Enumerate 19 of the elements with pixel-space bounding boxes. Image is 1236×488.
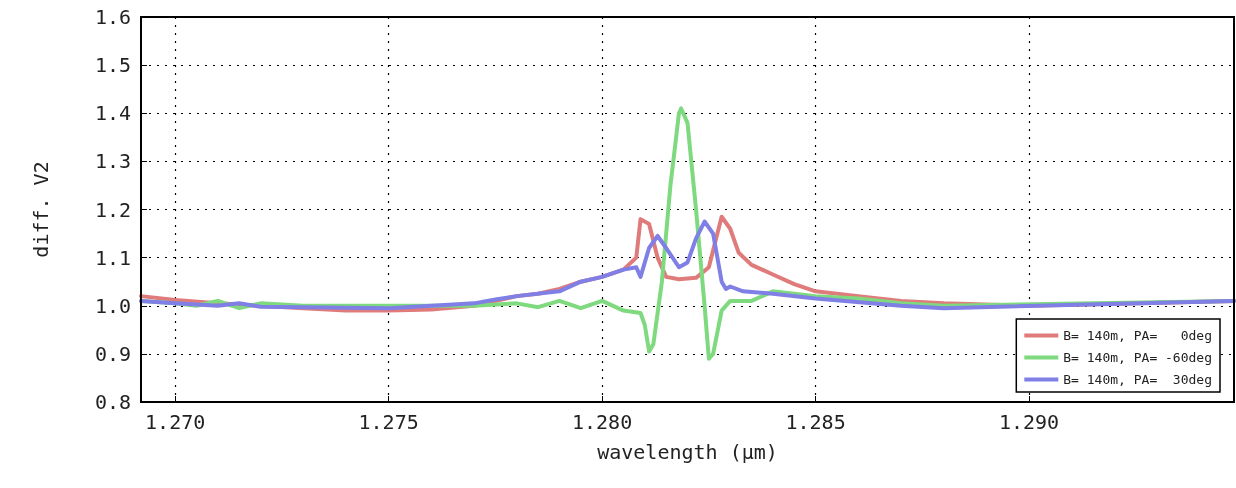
x-tick-label: 1.275 <box>358 410 419 434</box>
x-axis-title: wavelength (μm) <box>597 440 778 464</box>
y-tick-label: 1.1 <box>94 245 131 270</box>
y-tick-label: 1.2 <box>94 197 131 222</box>
y-axis-title: diff. V2 <box>29 161 53 258</box>
x-tick-label: 1.270 <box>145 410 206 434</box>
y-tick-label: 1.5 <box>94 53 131 78</box>
x-tick-label: 1.280 <box>572 410 633 434</box>
y-tick-label: 1.6 <box>94 5 131 29</box>
x-tick-label: 1.290 <box>998 410 1060 434</box>
legend-label: B= 140m, PA= -60deg <box>1063 350 1213 365</box>
y-tick-label: 0.8 <box>94 390 131 414</box>
y-tick-label: 0.9 <box>94 341 131 366</box>
y-tick-label: 1.4 <box>94 101 131 126</box>
y-tick-label: 1.0 <box>94 293 131 318</box>
legend-label: B= 140m, PA= 0deg <box>1063 328 1213 343</box>
legend-label: B= 140m, PA= 30deg <box>1063 372 1213 387</box>
x-tick-label: 1.285 <box>785 410 846 434</box>
y-tick-label: 1.3 <box>94 149 131 174</box>
